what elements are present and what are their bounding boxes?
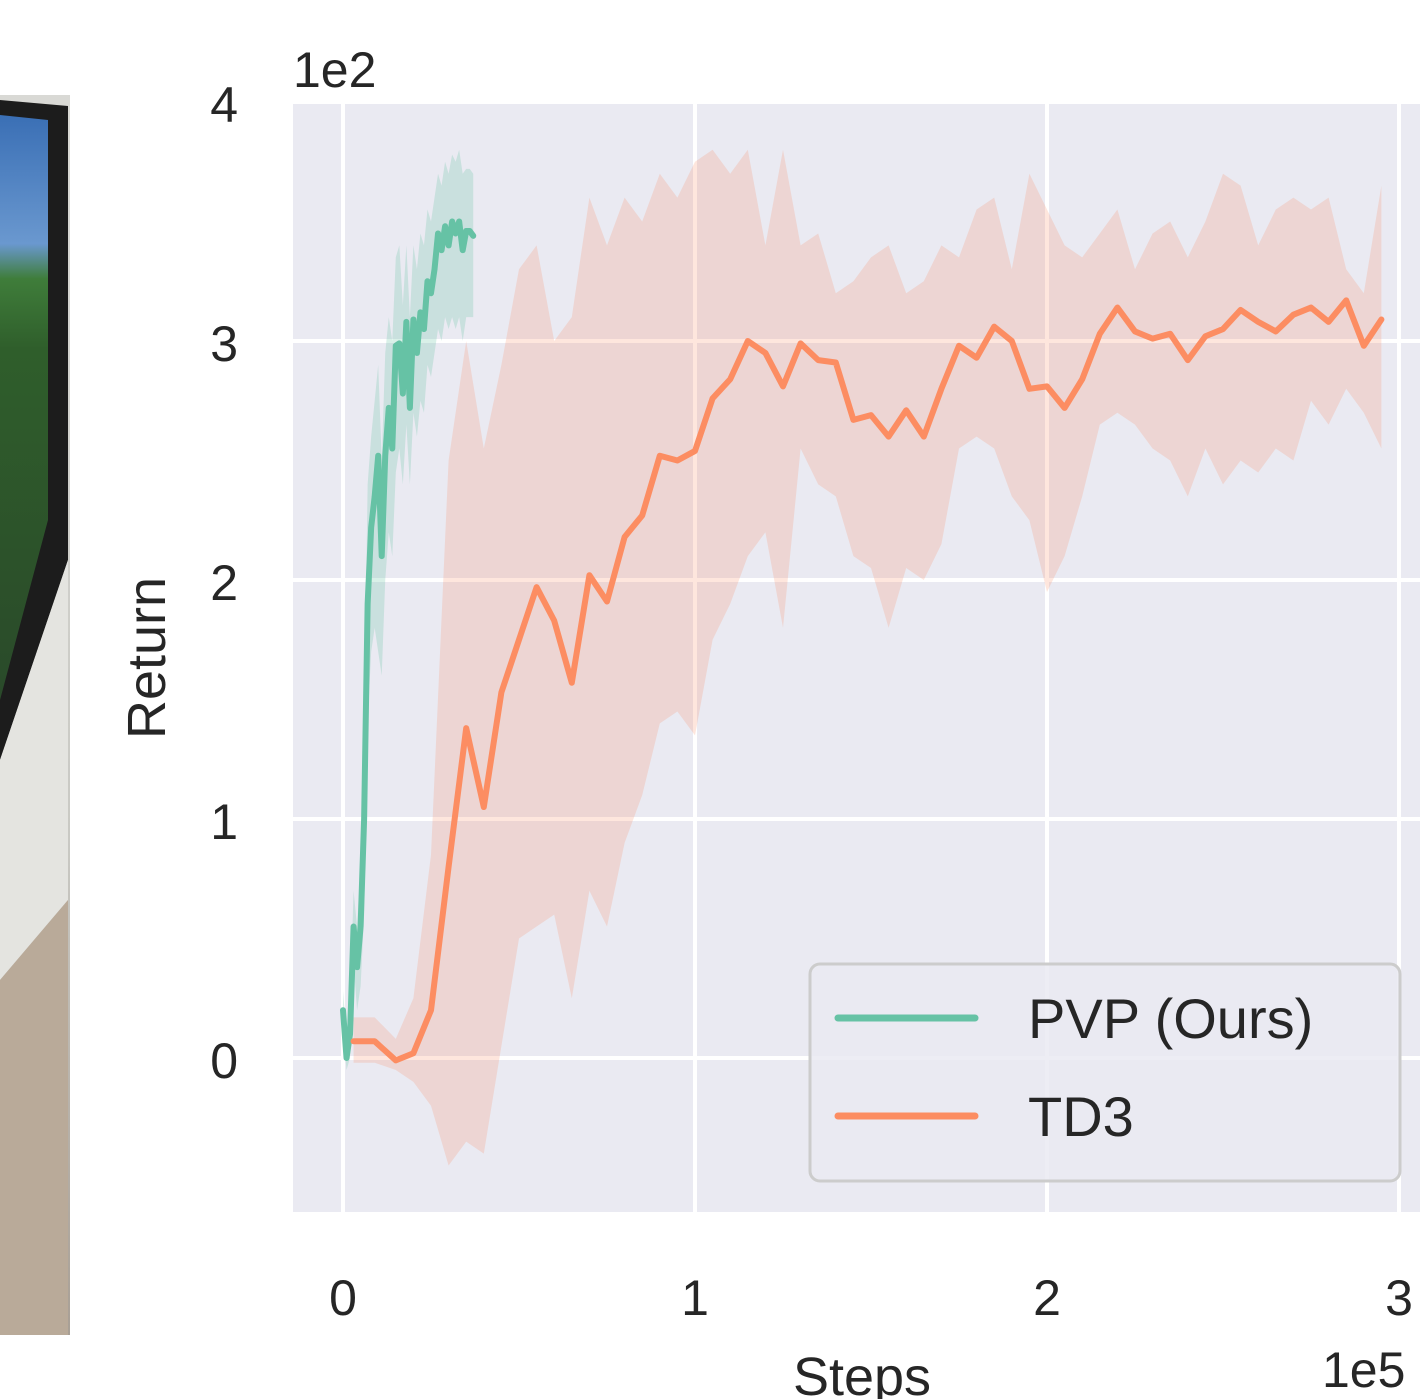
tick-labels: 0 1 2 3 0 1 2 3 4 xyxy=(210,77,1413,1326)
y-tick-label-4: 4 xyxy=(210,77,238,133)
x-axis-title: Steps xyxy=(793,1347,931,1399)
y-tick-label-3: 3 xyxy=(210,316,238,372)
y-offset-label: 1e2 xyxy=(293,42,376,98)
line-series-1 xyxy=(350,297,1385,1064)
y-axis-title: Return xyxy=(117,577,177,739)
legend-label-td3: TD3 xyxy=(1028,1085,1134,1148)
x-offset-label: 1e5 xyxy=(1322,1342,1405,1398)
series-lines xyxy=(340,218,1385,1064)
x-tick-label-2: 2 xyxy=(1033,1270,1061,1326)
desk-front xyxy=(0,900,68,1335)
desk-surface xyxy=(0,560,68,980)
line-series-0 xyxy=(340,218,477,1061)
legend-label-pvp: PVP (Ours) xyxy=(1028,987,1313,1050)
x-tick-label-0: 0 xyxy=(329,1270,357,1326)
monitor-screen xyxy=(0,115,48,700)
x-tick-label-3: 3 xyxy=(1385,1270,1413,1326)
x-tick-label-1: 1 xyxy=(681,1270,709,1326)
band-series-1 xyxy=(353,149,1382,1166)
legend: PVP (Ours) TD3 xyxy=(808,962,1402,1183)
y-tick-label-0: 0 xyxy=(210,1033,238,1089)
monitor-photo xyxy=(0,95,70,1335)
y-tick-label-2: 2 xyxy=(210,555,238,611)
y-tick-label-1: 1 xyxy=(210,794,238,850)
